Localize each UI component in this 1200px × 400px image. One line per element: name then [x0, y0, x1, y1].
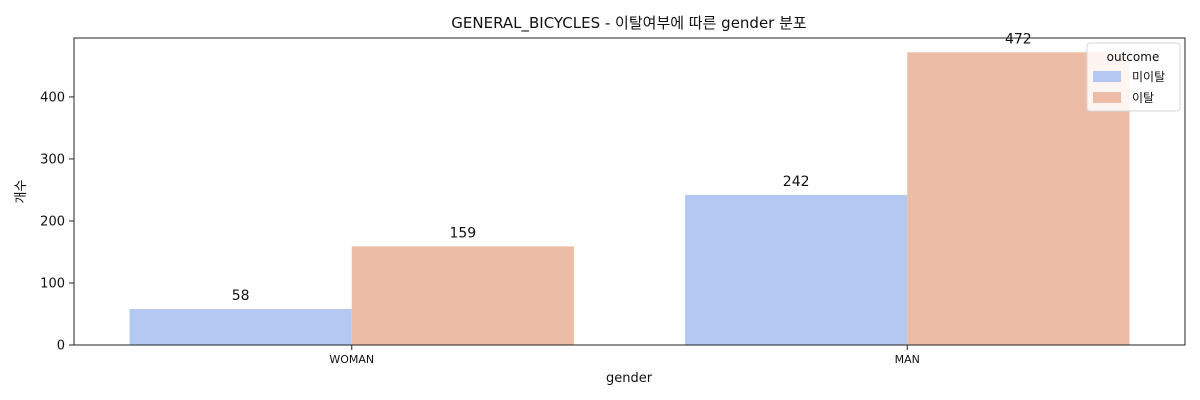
x-tick-label: MAN [895, 353, 920, 366]
bars-group [129, 52, 1130, 345]
legend-swatch-series-2 [1093, 92, 1121, 103]
y-tick-label: 200 [40, 214, 65, 229]
chart-title: GENERAL_BICYCLES - 이탈여부에 따른 gender 분포 [451, 14, 807, 33]
y-axis-ticks: 0 100 200 300 400 [40, 90, 74, 354]
bar-value-label: 472 [1005, 31, 1032, 47]
y-tick-label: 300 [40, 152, 65, 167]
bar-value-label: 159 [449, 225, 476, 241]
bar-man-series-1 [685, 194, 908, 345]
plot-frame [73, 37, 1186, 346]
x-tick-label: WOMAN [329, 353, 374, 366]
y-axis-label: 개수 [14, 180, 29, 204]
legend-title: outcome [1107, 50, 1160, 64]
legend-label-series-2: 이탈 [1132, 91, 1154, 105]
legend-swatch-series-1 [1093, 71, 1121, 82]
y-tick-label: 0 [57, 339, 65, 354]
bar-woman-series-2 [351, 246, 574, 345]
legend: outcome 미이탈 이탈 [1086, 42, 1181, 112]
bar-woman-series-1 [129, 309, 352, 345]
bar-value-label: 242 [783, 174, 810, 190]
x-axis-ticks: WOMAN MAN [329, 345, 920, 366]
bar-value-label: 58 [232, 288, 250, 304]
legend-label-series-1: 미이탈 [1132, 70, 1165, 84]
y-tick-label: 100 [40, 276, 65, 291]
bar-value-labels: 58 159 242 472 [232, 31, 1032, 304]
x-axis-label: gender [606, 371, 653, 386]
y-tick-label: 400 [40, 90, 65, 105]
